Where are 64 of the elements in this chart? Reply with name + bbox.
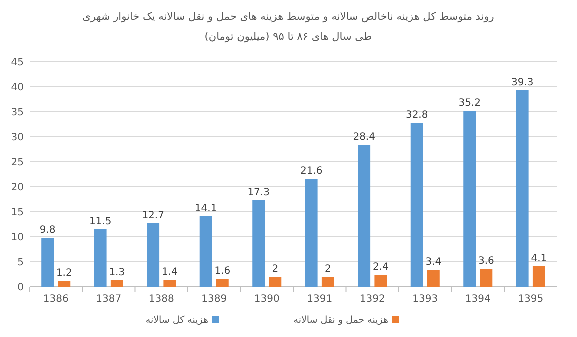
x-tick-label: 1390 <box>254 294 280 305</box>
y-tick-label: 25 <box>11 158 24 168</box>
bar <box>216 279 229 287</box>
bar <box>269 277 282 287</box>
x-tick-label: 1389 <box>202 294 228 305</box>
bar <box>58 281 71 287</box>
bar <box>94 230 107 287</box>
x-tick-label: 1394 <box>465 294 491 305</box>
bar <box>322 277 334 287</box>
data-label: 3.6 <box>478 256 494 267</box>
data-label: 3.4 <box>426 257 442 268</box>
bar <box>427 270 440 287</box>
x-tick-label: 1388 <box>148 294 174 305</box>
x-tick-label: 1391 <box>307 294 333 305</box>
x-tick-label: 1386 <box>43 294 69 305</box>
data-label: 2 <box>272 264 279 275</box>
bar <box>374 275 388 287</box>
y-tick-label: 35 <box>11 108 24 118</box>
data-label: 17.3 <box>248 188 270 198</box>
bar <box>110 280 124 287</box>
y-tick-label: 5 <box>18 258 24 268</box>
bar <box>358 145 371 287</box>
bar <box>516 90 529 287</box>
bar <box>200 216 212 287</box>
data-label: 14.1 <box>194 204 218 214</box>
x-tick-label: 1387 <box>96 294 122 305</box>
data-label: 1.3 <box>109 268 126 278</box>
y-tick-label: 0 <box>18 282 24 294</box>
y-tick-label: 40 <box>11 82 24 94</box>
y-tick-label: 30 <box>11 132 24 144</box>
bar <box>42 238 54 287</box>
data-label: 32.8 <box>406 110 428 121</box>
data-label: 11.5 <box>89 216 112 228</box>
bar <box>252 200 266 287</box>
data-label: 21.6 <box>300 166 323 177</box>
bar <box>464 111 476 287</box>
chart-subtitle: طی سال های ۸۶ تا ۹۵ (میلیون تومان) <box>204 31 372 43</box>
bar <box>164 280 176 287</box>
bar <box>410 123 424 287</box>
bar <box>147 224 160 287</box>
data-label: 28.4 <box>353 132 376 143</box>
data-label: 1.6 <box>214 266 231 277</box>
data-label: 1.2 <box>56 268 72 279</box>
y-tick-label: 15 <box>11 208 24 218</box>
data-label: 2 <box>324 264 332 275</box>
data-label: 39.3 <box>511 78 534 88</box>
data-label: 9.8 <box>40 225 56 236</box>
data-label: 12.7 <box>142 210 164 222</box>
data-label: 4.1 <box>531 254 548 264</box>
y-tick-label: 45 <box>11 58 24 68</box>
bar <box>480 269 493 287</box>
bar <box>532 266 546 287</box>
data-label: 2.4 <box>372 262 389 273</box>
x-tick-label: 1392 <box>360 294 386 305</box>
y-tick-label: 20 <box>11 182 24 194</box>
legend-label: هزینه کل سالانه <box>146 315 208 326</box>
chart-title: روند متوسط کل هزینه ناخالص سالانه و متوسط هزینه های حمل و نقل سالانه یک خانوار شهری <box>82 11 494 23</box>
bar <box>305 179 318 287</box>
y-tick-label: 10 <box>11 232 24 244</box>
legend-label: هزینه حمل و نقل سالانه <box>294 315 388 326</box>
x-tick-label: 1395 <box>518 294 544 305</box>
data-label: 35.2 <box>458 98 481 109</box>
x-tick-label: 1393 <box>412 294 438 305</box>
data-label: 1.4 <box>162 267 178 278</box>
